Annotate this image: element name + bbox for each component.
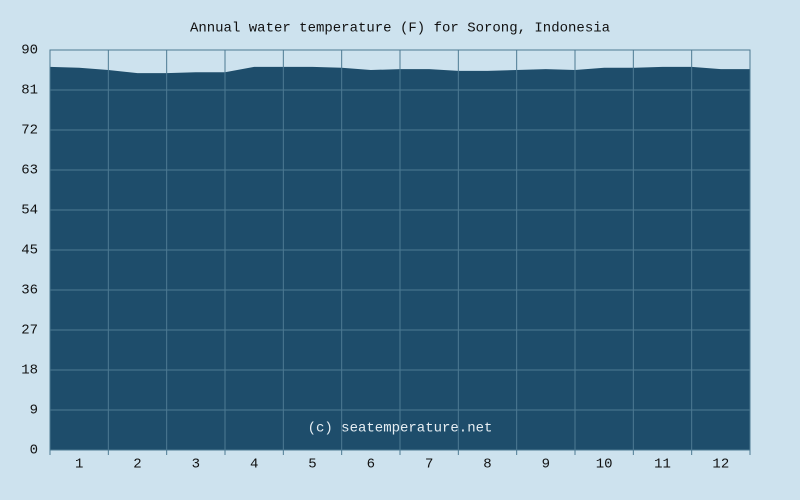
watermark: (c) seatemperature.net: [308, 421, 493, 437]
x-tick-label: 5: [308, 457, 316, 473]
y-tick-label: 36: [21, 283, 38, 299]
plot-border: [49, 49, 751, 451]
y-tick-label: 9: [30, 403, 38, 419]
x-tick-label: 4: [250, 457, 258, 473]
x-tick-label: 2: [133, 457, 141, 473]
y-tick-label: 81: [21, 83, 38, 99]
x-tick-label: 1: [75, 457, 83, 473]
y-tick-label: 72: [21, 123, 38, 139]
y-tick-label: 63: [21, 163, 38, 179]
x-tick-label: 3: [192, 457, 200, 473]
y-tick-label: 45: [21, 243, 38, 259]
y-tick-label: 54: [21, 203, 38, 219]
x-tick-label: 12: [712, 457, 729, 473]
x-tick-label: 8: [483, 457, 491, 473]
y-tick-label: 18: [21, 363, 38, 379]
y-tick-label: 27: [21, 323, 38, 339]
x-tick-label: 9: [542, 457, 550, 473]
chart-title: Annual water temperature (F) for Sorong,…: [190, 21, 610, 37]
x-tick-label: 11: [654, 457, 671, 473]
x-tick-label: 7: [425, 457, 433, 473]
x-tick-label: 6: [367, 457, 375, 473]
y-tick-label: 0: [30, 443, 38, 459]
y-tick-label: 90: [21, 43, 38, 59]
x-tick-label: 10: [596, 457, 613, 473]
